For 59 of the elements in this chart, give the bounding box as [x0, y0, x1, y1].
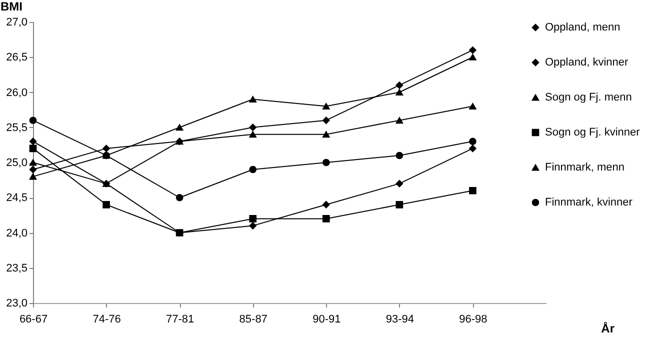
legend-label: Finnmark, kvinner	[545, 196, 633, 208]
point	[102, 144, 110, 152]
point	[29, 138, 37, 146]
point	[322, 131, 330, 138]
point	[469, 186, 476, 194]
point	[322, 200, 330, 208]
point	[176, 124, 184, 131]
point	[322, 215, 330, 222]
point	[249, 222, 257, 230]
point	[176, 194, 184, 202]
point	[249, 96, 257, 103]
y-tick-label: 24,5	[6, 192, 28, 204]
point	[396, 89, 404, 96]
legend-label: Oppland, kvinner	[545, 56, 628, 68]
point	[29, 173, 37, 180]
x-tick-label: 74-76	[92, 314, 121, 326]
point	[322, 116, 330, 124]
y-tick-label: 26,5	[6, 52, 28, 64]
legend-label: Sogn og Fj. kvinner	[545, 126, 640, 138]
y-tick-label: 25,0	[6, 157, 28, 169]
y-axis-title: BMI	[0, 0, 22, 14]
point	[322, 158, 330, 166]
y-tick-label: 26,0	[6, 86, 28, 99]
x-tick-label: 85-87	[239, 314, 268, 326]
point	[322, 103, 330, 110]
point	[29, 144, 37, 152]
point	[396, 200, 404, 208]
y-tick-label: 24,0	[6, 227, 28, 240]
x-tick-label: 77-81	[166, 314, 194, 326]
x-tick-label: 90-91	[312, 314, 341, 326]
legend-label: Oppland, menn	[545, 22, 620, 34]
point	[396, 82, 404, 89]
point	[249, 124, 257, 132]
point	[469, 46, 476, 54]
legend-label: Finnmark, menn	[545, 162, 624, 174]
point	[249, 215, 257, 222]
point	[176, 229, 184, 236]
point	[469, 54, 476, 60]
y-tick-label: 27,0	[6, 16, 28, 28]
x-tick-label: 66-67	[19, 314, 48, 326]
legend-label: Sogn og Fj. menn	[545, 92, 632, 104]
point	[102, 200, 110, 208]
x-axis-title: År	[601, 322, 615, 336]
point	[29, 116, 37, 124]
point	[249, 166, 257, 174]
y-tick-label: 23,5	[6, 262, 28, 274]
point	[396, 117, 404, 124]
x-tick-label: 93-94	[386, 314, 414, 326]
point	[29, 166, 37, 174]
point	[469, 144, 476, 152]
point	[469, 138, 476, 146]
y-tick-label: 25,5	[6, 122, 28, 134]
x-tick-label: 96-98	[459, 314, 488, 326]
point	[469, 103, 476, 110]
y-tick-label: 23,0	[6, 298, 28, 310]
point	[249, 131, 257, 138]
point	[29, 159, 37, 166]
point	[396, 152, 404, 160]
point	[396, 180, 404, 188]
